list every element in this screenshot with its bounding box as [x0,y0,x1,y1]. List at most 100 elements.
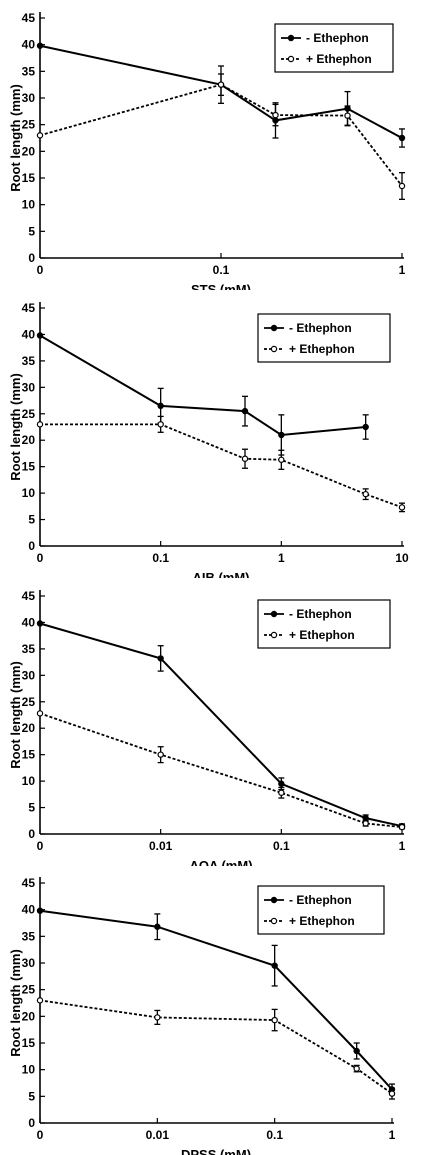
y-tick-label: 15 [22,748,36,762]
aoa-chart: 0 5 10 15 20 25 30 35 40 45 0 0.01 0.1 1 AOA (mM) Root … [8,589,406,866]
x-axis-label: AIB (mM) [192,570,249,578]
y-axis-label: Root length (mm) [8,949,23,1057]
sts-chart: 0 5 10 15 20 25 30 35 40 45 0 0.1 1 STS (mM) Root leng… [8,11,406,290]
legend-label: + Ethephon [289,914,355,928]
x-tick-label: 0 [37,839,44,853]
data-point [157,655,164,662]
data-point [344,112,351,119]
y-tick-label: 35 [22,642,36,656]
series-line [40,423,403,509]
dpss-chart: 0 5 10 15 20 25 30 35 40 45 0 0.01 0.1 1 DPSS (mM) Root… [8,876,396,1155]
y-tick-label: 45 [22,876,36,890]
data-point [36,620,44,627]
series-plus-ethephon [36,73,406,200]
y-tick-label: 35 [22,354,36,368]
y-tick-label: 15 [22,171,36,185]
data-point [271,1016,278,1024]
series-plus-ethephon [36,710,406,831]
y-axis-label: Root length (mm) [8,84,23,192]
y-tick-label: 5 [28,513,35,527]
legend: - Ethephon + Ethephon [257,313,391,363]
y-tick-label: 10 [22,198,36,212]
y-tick-label: 5 [28,224,35,238]
y-tick-label: 20 [22,144,36,158]
legend-symbol [264,345,284,353]
y-tick-label: 15 [22,1036,36,1050]
x-tick-label: 1 [389,1128,396,1142]
series-minus-ethephon [36,620,406,830]
y-tick-label: 35 [22,64,36,78]
y-tick-label: 25 [22,407,36,421]
legend-label: + Ethephon [306,52,372,66]
data-point [217,81,225,88]
data-point [271,962,278,969]
data-point [353,1065,360,1072]
data-point [154,1014,161,1021]
y-tick-label: 40 [22,38,36,52]
chart-panel-sts: 0 5 10 15 20 25 30 35 40 45 0 0.1 1 STS (mM) Root leng… [0,0,424,290]
legend-label: - Ethephon [289,893,352,907]
chart-panel-aoa: 0 5 10 15 20 25 30 35 40 45 0 0.01 0.1 1 AOA (mM) Root … [0,578,424,866]
y-tick-label: 20 [22,433,36,447]
legend: - Ethephon + Ethephon [274,23,394,73]
data-point [157,421,164,428]
data-point [278,431,285,439]
y-tick-label: 15 [22,460,36,474]
legend-symbol [264,896,284,904]
y-tick-label: 45 [22,301,36,315]
y-tick-label: 25 [22,983,36,997]
legend-label: - Ethephon [306,31,369,45]
data-point [278,456,285,463]
x-axis-label: STS (mM) [191,282,251,290]
y-tick-label: 40 [22,903,36,917]
y-tick-label: 20 [22,721,36,735]
data-point [36,907,44,914]
y-axis-label: Root length (mm) [8,373,23,481]
y-tick-label: 0 [28,827,35,841]
data-point [36,997,44,1004]
x-tick-label: 10 [395,551,409,565]
data-point [362,423,369,431]
y-tick-label: 40 [22,615,36,629]
y-tick-label: 0 [28,251,35,265]
axes: 0 5 10 15 20 25 30 35 40 45 0 0.1 1 [22,11,406,277]
y-tick-label: 20 [22,1009,36,1023]
y-tick-label: 30 [22,668,36,682]
y-tick-label: 30 [22,380,36,394]
legend-box [257,599,391,649]
aib-chart: 0 5 10 15 20 25 30 35 40 45 0 0.1 1 10 AIB (mM) Root le… [8,301,409,578]
data-point [362,814,369,822]
y-axis-label: Root length (mm) [8,661,23,769]
data-point [157,751,164,758]
y-tick-label: 0 [28,1116,35,1130]
y-tick-label: 25 [22,695,36,709]
data-point [157,402,164,410]
x-tick-label: 0.01 [146,1128,170,1142]
y-tick-label: 10 [22,774,36,788]
x-tick-label: 0 [37,263,44,277]
series-line [39,999,393,1095]
data-point [36,332,44,339]
x-tick-label: 1 [399,839,406,853]
data-point [154,923,161,930]
series-line [39,622,403,828]
legend-label: + Ethephon [289,628,355,642]
data-point [388,1090,396,1097]
y-tick-label: 10 [22,1063,36,1077]
data-point [36,132,44,139]
data-point [398,823,406,831]
y-tick-label: 40 [22,327,36,341]
legend-symbol [264,917,284,925]
legend-label: + Ethephon [289,342,355,356]
x-tick-label: 0.1 [213,263,230,277]
series-line [39,712,403,829]
y-tick-label: 35 [22,929,36,943]
legend-symbol [264,631,284,639]
data-point [398,504,406,511]
axes: 0 5 10 15 20 25 30 35 40 45 0 0.01 0.1 1 [22,876,396,1142]
legend-symbol [281,34,301,42]
y-tick-label: 25 [22,118,36,132]
legend-label: - Ethephon [289,321,352,335]
legend-symbol [281,55,301,63]
